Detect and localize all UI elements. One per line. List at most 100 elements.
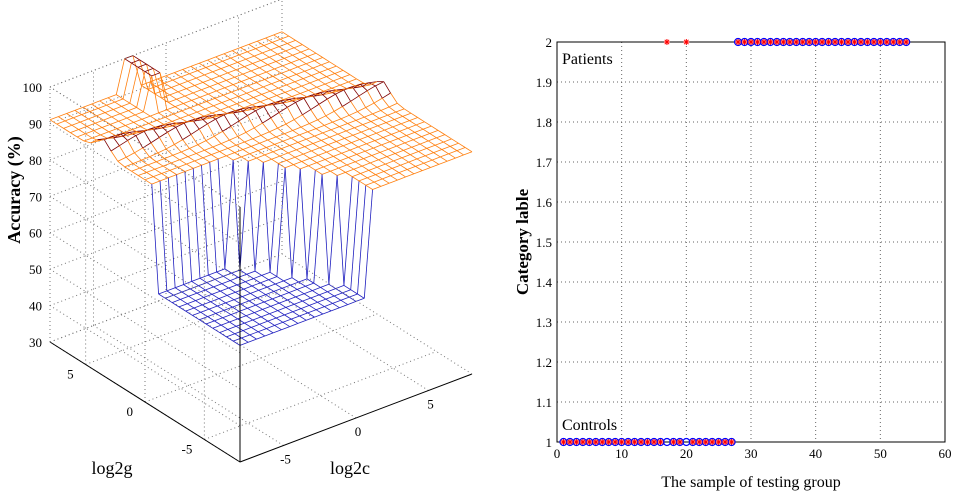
surface-mesh-line: [265, 291, 274, 295]
predicted-point: [651, 439, 657, 445]
surface-mesh-line: [245, 58, 253, 64]
surface-mesh-line: [196, 292, 204, 298]
surface-mesh-line: [103, 119, 111, 125]
surface-mesh-line: [303, 153, 311, 159]
surface-mesh-line: [381, 141, 390, 146]
surface-mesh-line: [351, 142, 359, 148]
surface-mesh-line: [154, 90, 164, 95]
surface-mesh-line: [110, 145, 120, 152]
surface-mesh-line: [159, 131, 168, 138]
z-tick-label: 100: [23, 80, 43, 95]
surface-mesh-line: [220, 65, 230, 70]
surface-mesh-line: [196, 289, 206, 294]
surface-mesh-line: [224, 268, 232, 274]
surface-mesh-line: [70, 132, 78, 138]
surface-mesh-line: [455, 154, 464, 159]
surface-mesh-line: [308, 162, 317, 167]
surface-mesh-line: [397, 176, 406, 181]
surface-mesh-line: [167, 126, 177, 133]
surface-mesh-line: [241, 153, 250, 158]
surface-mesh-line: [223, 50, 233, 55]
surface-mesh-line: [269, 163, 279, 273]
surface-mesh-line: [171, 87, 179, 93]
surface-mesh-line: [326, 148, 335, 153]
surface-mesh-line: [354, 124, 363, 129]
surface-mesh-line: [330, 129, 339, 135]
surface-mesh-line: [180, 73, 190, 78]
surface-mesh-line: [352, 131, 362, 136]
surface-mesh-line: [252, 319, 260, 325]
surface-mesh-line: [356, 154, 364, 159]
surface-mesh-line: [272, 72, 282, 77]
surface-mesh-line: [217, 83, 225, 89]
surface-mesh-line: [347, 301, 357, 305]
surface-mesh-line: [358, 180, 366, 186]
surface-mesh-line: [187, 303, 195, 309]
surface-mesh-line: [106, 101, 115, 106]
surface-mesh-line: [320, 283, 329, 288]
surface-mesh-line: [334, 148, 342, 154]
surface-mesh-line: [327, 291, 335, 297]
surface-mesh-line: [307, 309, 317, 314]
surface-mesh-line: [241, 334, 250, 339]
surface-mesh-line: [226, 155, 234, 161]
surface-mesh-line: [317, 115, 326, 121]
surface-mesh-line: [360, 84, 368, 91]
surface-mesh-line: [306, 316, 315, 321]
surface-mesh-line: [451, 138, 459, 144]
surface-mesh-line: [279, 77, 289, 82]
surface-mesh-line: [144, 176, 154, 181]
surface-mesh-line: [283, 96, 292, 100]
surface-mesh-line: [132, 126, 141, 131]
surface-mesh-line: [377, 122, 387, 127]
surface-mesh-line: [306, 135, 315, 140]
surface-mesh-line: [385, 122, 394, 128]
surface-mesh-line: [336, 141, 344, 147]
surface-mesh-line: [244, 319, 253, 324]
surface-mesh-line: [174, 139, 183, 145]
surface-mesh-line: [198, 285, 206, 291]
surface-mesh-line: [347, 119, 357, 124]
surface-mesh-line: [211, 75, 220, 80]
surface-mesh-line: [263, 86, 271, 92]
surface-mesh-line: [302, 78, 311, 84]
surface-mesh-line: [202, 78, 212, 83]
surface-mesh-line: [295, 293, 305, 298]
surface-mesh-line: [156, 86, 164, 91]
surface-mesh-line: [383, 167, 393, 172]
surface-mesh-line: [131, 62, 139, 68]
surface-mesh-line: [217, 79, 227, 84]
surface-mesh-line: [231, 272, 239, 278]
surface-mesh-line: [289, 145, 297, 151]
predicted-point: [592, 439, 599, 445]
y-tick-labels: 11.11.21.31.41.51.61.71.81.92: [536, 35, 553, 450]
predicted-point: [618, 439, 625, 445]
surface-mesh-line: [238, 92, 247, 97]
surface-mesh-line: [208, 308, 217, 314]
surface-mesh-line: [339, 304, 348, 309]
surface-mesh-line: [364, 147, 374, 152]
surface-mesh-line: [124, 58, 132, 64]
z-gridline: [49, 107, 283, 197]
surface-mesh-line: [293, 47, 302, 53]
surface-mesh-line: [370, 162, 378, 168]
surface-mesh-line: [307, 56, 315, 61]
surface-mesh-line: [363, 158, 371, 164]
surface-mesh-line: [341, 152, 349, 158]
surface-mesh-line: [107, 94, 117, 99]
surface-mesh-line: [192, 315, 200, 321]
surface-mesh-line: [158, 109, 167, 114]
surface-mesh-line: [341, 74, 350, 79]
surface-mesh-line: [330, 89, 338, 94]
predicted-point: [625, 439, 632, 445]
surface-mesh-line: [126, 114, 136, 119]
surface-mesh-line: [251, 323, 260, 328]
surface-mesh-line: [357, 293, 365, 299]
surface-mesh-line: [305, 282, 314, 287]
surface-mesh-line: [197, 67, 207, 72]
surface-mesh-line: [202, 82, 210, 87]
surface-mesh-line: [382, 92, 391, 99]
surface-mesh-line: [146, 172, 154, 177]
surface-mesh-line: [277, 310, 285, 316]
surface-mesh-line: [416, 124, 424, 130]
